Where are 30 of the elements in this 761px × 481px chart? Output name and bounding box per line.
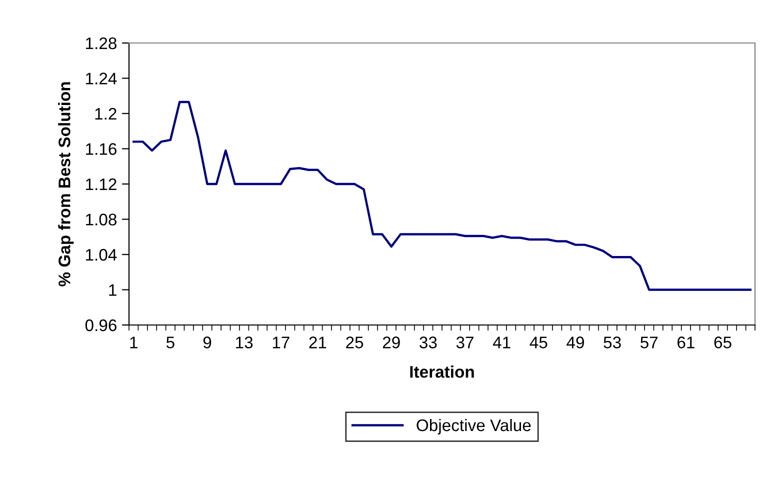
y-tick-label: 1 — [109, 284, 116, 296]
x-tick-label: 29 — [382, 336, 400, 348]
x-tick-label: 33 — [420, 336, 437, 348]
x-tick-label: 65 — [714, 336, 732, 348]
y-tick-label: 1.24 — [86, 72, 117, 84]
x-tick-label: 5 — [166, 336, 174, 348]
y-tick-label: 0.96 — [85, 319, 116, 332]
x-tick-label: 13 — [236, 336, 253, 348]
x-tick-label: 53 — [604, 336, 621, 348]
x-tick-label: 17 — [272, 336, 290, 348]
y-tick-label: 1.16 — [86, 143, 116, 155]
y-tick-label: 1.12 — [86, 178, 116, 190]
x-tick-label: 41 — [492, 336, 510, 348]
x-tick-label: 45 — [530, 336, 548, 348]
legend-label: Objective Value — [416, 418, 531, 434]
y-axis-title: % Gap from Best Solution — [58, 82, 74, 286]
line-series — [132, 100, 752, 291]
y-tick-label: 1.2 — [95, 108, 116, 120]
x-tick-label: 21 — [309, 336, 326, 348]
x-tick-label: 25 — [346, 336, 364, 348]
x-tick-label: 37 — [456, 336, 474, 348]
y-tick-label: 1.28 — [86, 37, 116, 50]
x-tick-label: 49 — [566, 336, 584, 348]
x-tick-label: 9 — [203, 336, 212, 348]
x-axis-title: Iteration — [410, 366, 474, 378]
y-tick-label: 1.08 — [86, 214, 116, 226]
x-tick-label: 1 — [130, 336, 138, 348]
y-tick-label: 1.04 — [86, 248, 117, 261]
x-tick-label: 61 — [678, 336, 694, 348]
x-tick-label: 57 — [640, 336, 658, 348]
